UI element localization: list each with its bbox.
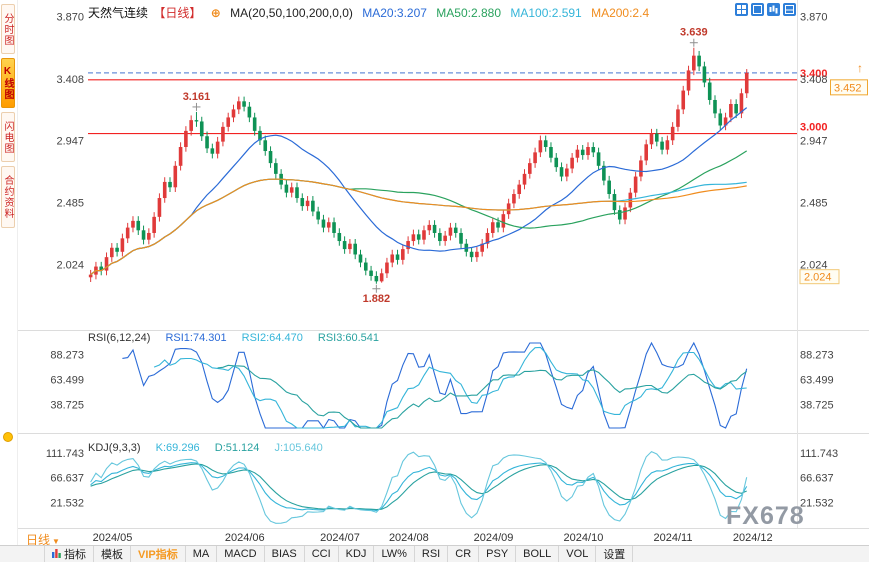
svg-text:2024/11: 2024/11 xyxy=(653,532,692,544)
layout-icon-group xyxy=(735,3,796,16)
svg-text:2.485: 2.485 xyxy=(56,198,84,210)
svg-text:2.485: 2.485 xyxy=(800,198,828,210)
svg-text:111.743: 111.743 xyxy=(800,448,838,460)
svg-text:1.882: 1.882 xyxy=(363,293,391,305)
svg-text:38.725: 38.725 xyxy=(800,399,834,411)
left-sidebar: 分时图 K线图 闪电图 合约资料 xyxy=(0,0,18,545)
rsi2-value: RSI2:64.470 xyxy=(241,332,303,344)
svg-text:88.273: 88.273 xyxy=(800,350,834,362)
add-indicator-icon[interactable]: ⊕ xyxy=(210,6,221,20)
rsi-pane-header: RSI(6,12,24) RSI1:74.301 RSI2:64.470 RSI… xyxy=(88,332,391,344)
toolbar-ma-button[interactable]: MA xyxy=(186,546,218,562)
svg-text:21.532: 21.532 xyxy=(50,497,84,509)
smiley-icon[interactable] xyxy=(3,432,13,442)
svg-text:3.870: 3.870 xyxy=(56,12,84,24)
single-panel-icon[interactable] xyxy=(751,3,764,16)
kline-style-icon[interactable] xyxy=(767,3,780,16)
svg-text:66.637: 66.637 xyxy=(800,473,834,485)
svg-text:2.024: 2.024 xyxy=(804,272,832,284)
svg-text:3.000: 3.000 xyxy=(800,122,828,134)
kdj-j-value: J:105.640 xyxy=(274,442,323,454)
svg-text:3.870: 3.870 xyxy=(800,12,828,24)
ma100-value: MA100:2.591 xyxy=(510,6,582,20)
period-dropdown[interactable]: 日线 ▼ xyxy=(26,531,60,548)
toolbar-template-button[interactable]: 模板 xyxy=(94,546,131,562)
svg-text:111.743: 111.743 xyxy=(46,448,84,460)
svg-text:2024/09: 2024/09 xyxy=(474,532,514,544)
svg-text:88.273: 88.273 xyxy=(50,350,84,362)
chevron-down-icon: ▼ xyxy=(52,537,60,546)
toolbar-rsi-button[interactable]: RSI xyxy=(415,546,449,562)
rsi1-value: RSI1:74.301 xyxy=(165,332,227,344)
svg-text:2024/05: 2024/05 xyxy=(93,532,133,544)
svg-text:66.637: 66.637 xyxy=(50,473,84,485)
toolbar-indicator-label: 指标 xyxy=(64,549,86,561)
kdj-d-value: D:51.124 xyxy=(214,442,260,454)
kdj-settings-label: KDJ(9,3,3) xyxy=(88,442,141,454)
toolbar-psy-button[interactable]: PSY xyxy=(479,546,517,562)
period-tag: 【日线】 xyxy=(153,6,202,20)
chart-header: 天然气连续 【日线】 ⊕ MA(20,50,100,200,0,0) MA20:… xyxy=(88,4,655,21)
instrument-title: 天然气连续 xyxy=(88,6,149,20)
indicator-icon xyxy=(52,548,61,561)
split-panel-icon[interactable] xyxy=(783,3,796,16)
svg-text:2.947: 2.947 xyxy=(800,136,828,148)
rsi-settings-label: RSI(6,12,24) xyxy=(88,332,151,344)
indicator-toolbar: 指标 模板 VIP指标 MA MACD BIAS CCI KDJ LW% RSI… xyxy=(0,545,869,562)
ma-settings-label: MA(20,50,100,200,0,0) xyxy=(230,6,353,20)
rsi3-value: RSI3:60.541 xyxy=(317,332,380,344)
svg-text:3.408: 3.408 xyxy=(56,74,84,86)
period-dropdown-label: 日线 xyxy=(26,533,51,547)
grid-layout-icon[interactable] xyxy=(735,3,748,16)
svg-text:3.639: 3.639 xyxy=(680,27,708,39)
toolbar-bias-button[interactable]: BIAS xyxy=(265,546,305,562)
toolbar-boll-button[interactable]: BOLL xyxy=(516,546,560,562)
svg-text:↑: ↑ xyxy=(857,61,863,75)
sidebar-tab-time-chart[interactable]: 分时图 xyxy=(1,4,15,54)
svg-text:2024/12: 2024/12 xyxy=(733,532,773,544)
watermark: FX678 xyxy=(726,502,805,530)
ma200-value: MA200:2.4 xyxy=(591,6,650,20)
toolbar-vol-button[interactable]: VOL xyxy=(559,546,597,562)
svg-text:2.024: 2.024 xyxy=(800,260,828,272)
sidebar-tab-kline-chart[interactable]: K线图 xyxy=(1,58,15,108)
svg-text:3.452: 3.452 xyxy=(834,82,862,94)
svg-text:2.947: 2.947 xyxy=(56,136,84,148)
svg-text:2024/06: 2024/06 xyxy=(225,532,265,544)
svg-text:21.532: 21.532 xyxy=(800,497,834,509)
svg-text:2024/10: 2024/10 xyxy=(564,532,604,544)
toolbar-macd-button[interactable]: MACD xyxy=(217,546,265,562)
sidebar-tab-contract-info[interactable]: 合约资料 xyxy=(1,166,15,228)
svg-text:2.024: 2.024 xyxy=(56,260,84,272)
toolbar-settings-button[interactable]: 设置 xyxy=(596,546,634,562)
toolbar-indicator-button[interactable]: 指标 xyxy=(44,546,94,562)
svg-text:3.400: 3.400 xyxy=(800,68,828,80)
toolbar-lw-button[interactable]: LW% xyxy=(374,546,415,562)
svg-text:63.499: 63.499 xyxy=(50,375,84,387)
kdj-pane-header: KDJ(9,3,3) K:69.296 D:51.124 J:105.640 xyxy=(88,442,335,454)
toolbar-cci-button[interactable]: CCI xyxy=(305,546,339,562)
toolbar-kdj-button[interactable]: KDJ xyxy=(339,546,375,562)
svg-text:38.725: 38.725 xyxy=(50,399,84,411)
svg-text:3.408: 3.408 xyxy=(800,74,828,86)
sidebar-tab-lightning-chart[interactable]: 闪电图 xyxy=(1,112,15,162)
svg-text:63.499: 63.499 xyxy=(800,375,834,387)
toolbar-vip-indicator-button[interactable]: VIP指标 xyxy=(131,546,186,562)
ma20-value: MA20:3.207 xyxy=(362,6,427,20)
toolbar-cr-button[interactable]: CR xyxy=(448,546,480,562)
ma50-value: MA50:2.880 xyxy=(436,6,501,20)
svg-text:2024/08: 2024/08 xyxy=(389,532,429,544)
kdj-k-value: K:69.296 xyxy=(155,442,200,454)
svg-text:3.161: 3.161 xyxy=(183,91,211,103)
svg-text:2024/07: 2024/07 xyxy=(320,532,360,544)
